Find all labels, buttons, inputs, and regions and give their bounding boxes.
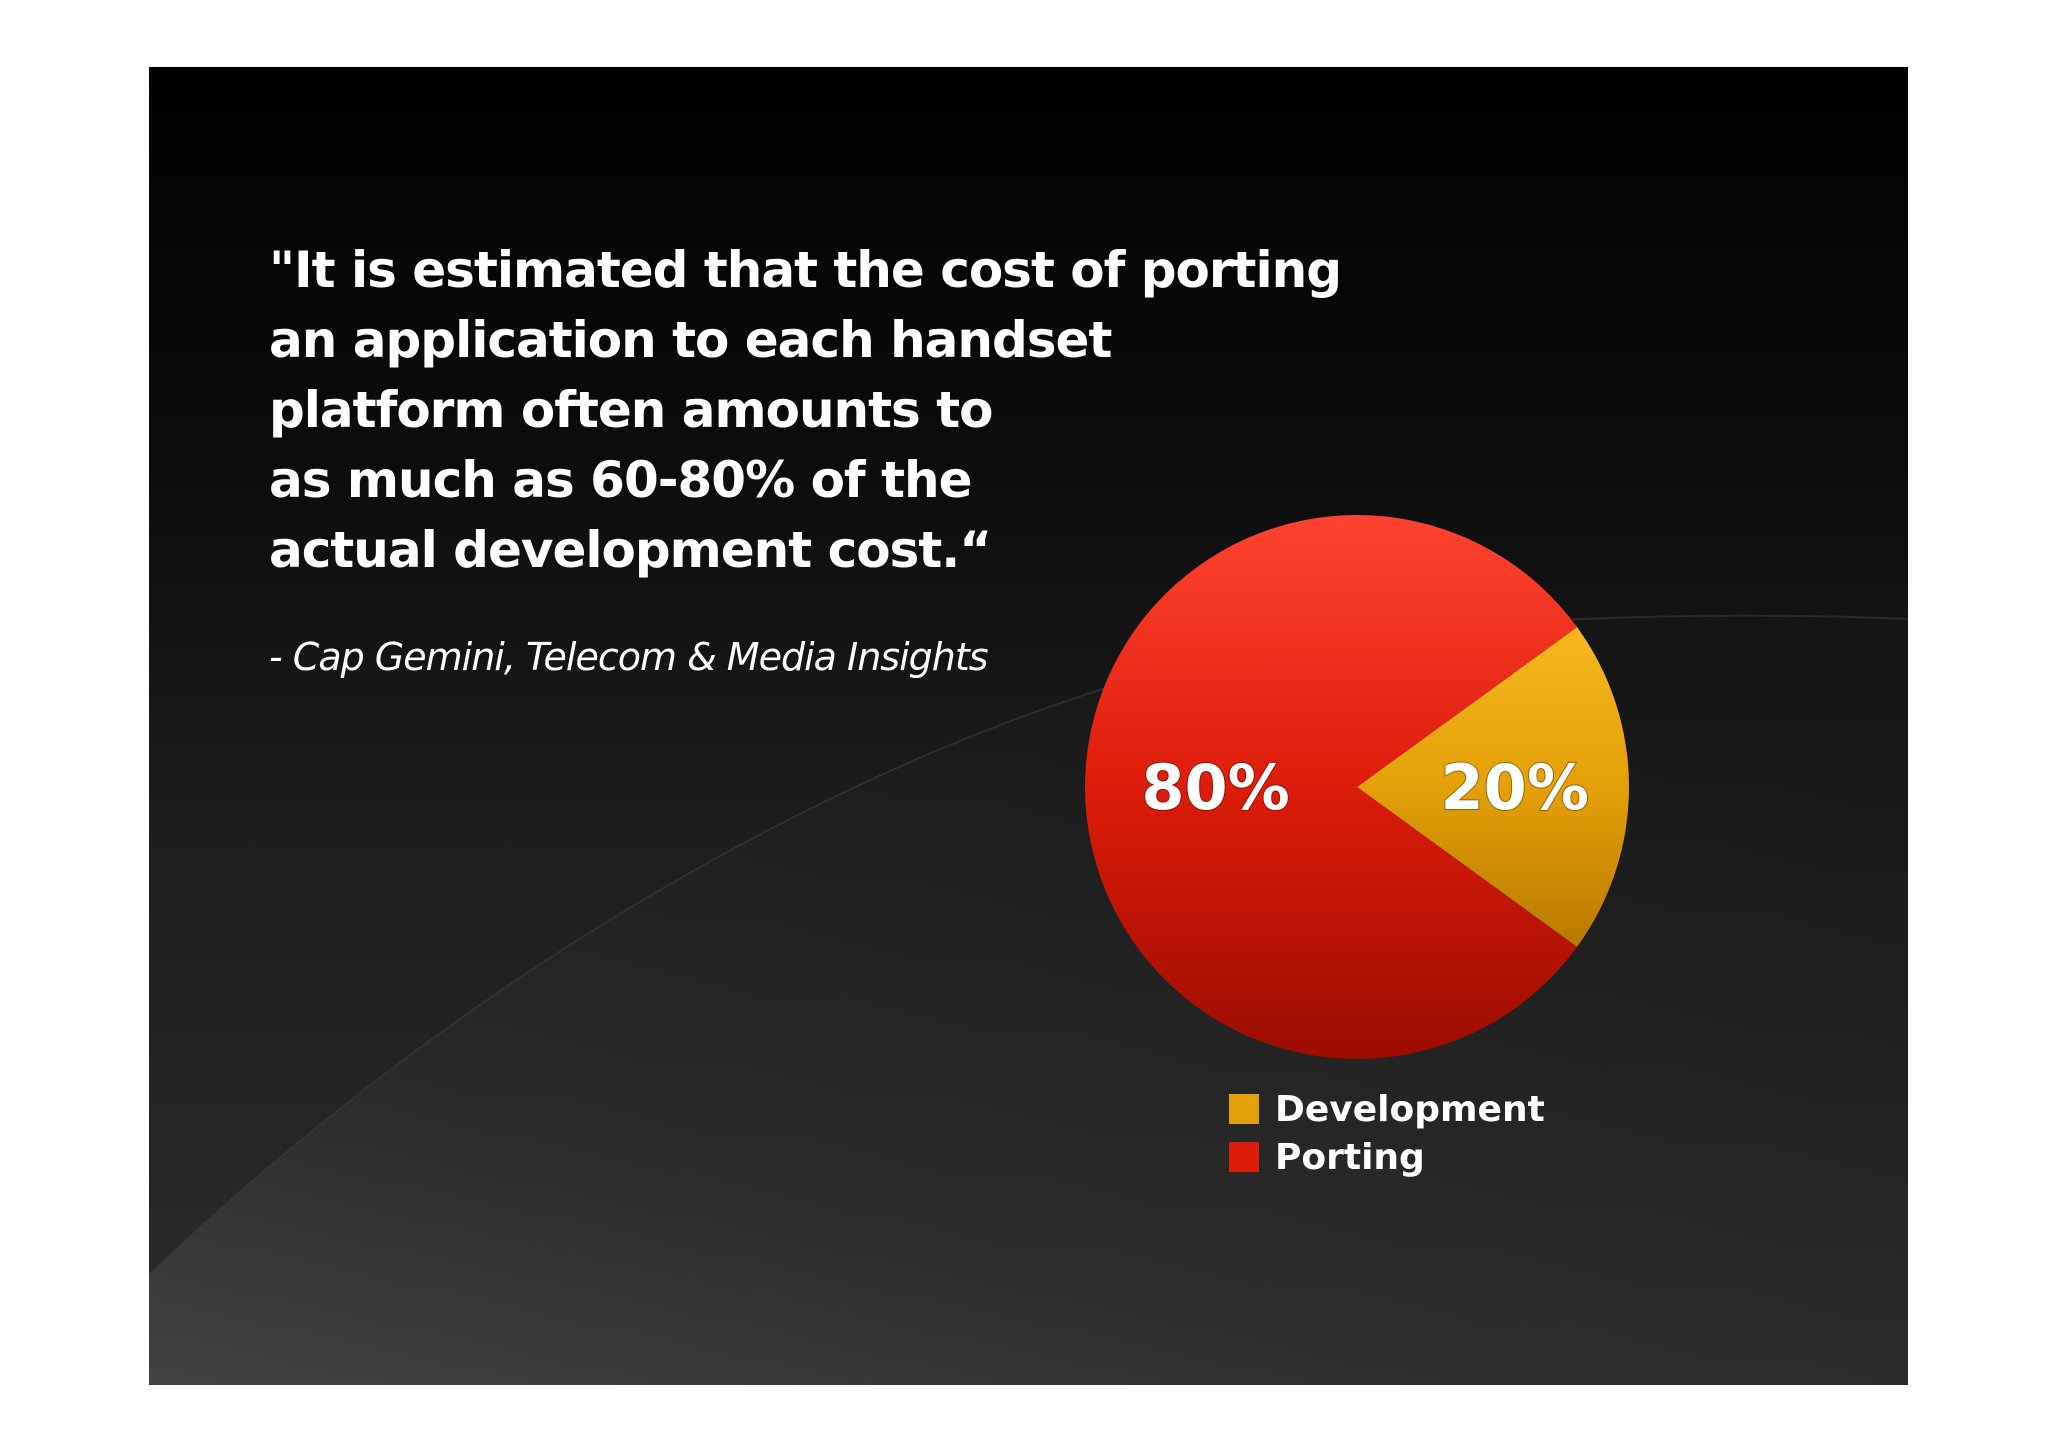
quote-text: "It is estimated that the cost of portin… — [269, 235, 1342, 585]
chart-legend: Development Porting — [1229, 1085, 1545, 1181]
legend-swatch-porting — [1229, 1142, 1259, 1172]
pie-label-porting: 80% — [1141, 751, 1289, 824]
legend-item-porting: Porting — [1229, 1133, 1545, 1181]
legend-swatch-development — [1229, 1094, 1259, 1124]
slide: "It is estimated that the cost of portin… — [149, 67, 1908, 1385]
pie-label-development: 20% — [1441, 751, 1589, 824]
quote-line: platform often amounts to — [269, 381, 993, 439]
quote-line: actual development cost.“ — [269, 521, 992, 579]
legend-item-development: Development — [1229, 1085, 1545, 1133]
pie-chart: 20% 80% — [1085, 515, 1629, 1059]
pie-slice-porting — [1085, 515, 1578, 1059]
legend-label-porting: Porting — [1275, 1136, 1425, 1178]
quote-line: an application to each handset — [269, 311, 1112, 369]
pie-slice-development — [1357, 627, 1629, 947]
quote-line: "It is estimated that the cost of portin… — [269, 241, 1342, 299]
quote-attribution: - Cap Gemini, Telecom & Media Insights — [269, 635, 989, 679]
quote-line: as much as 60-80% of the — [269, 451, 973, 509]
legend-label-development: Development — [1275, 1088, 1545, 1130]
